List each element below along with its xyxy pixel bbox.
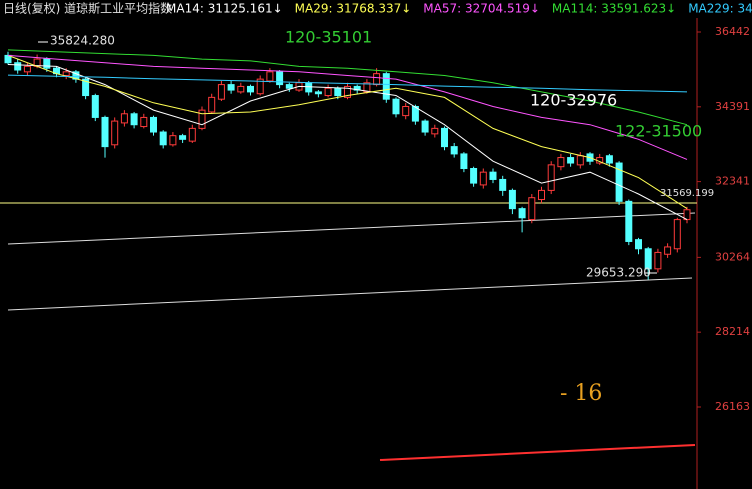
candle-body xyxy=(489,171,497,180)
candle-body xyxy=(130,113,138,126)
candle-body xyxy=(344,85,351,98)
candle-body xyxy=(276,71,284,86)
candle-body xyxy=(179,135,187,140)
candle-body xyxy=(673,219,681,250)
candle-body xyxy=(188,127,196,142)
ma-line xyxy=(7,54,688,160)
candle-body xyxy=(120,113,128,124)
y-tick-label: 28214 xyxy=(715,325,750,338)
current-label: 31569.199 xyxy=(660,188,714,199)
header-bar xyxy=(0,0,752,18)
y-tick-label: 26163 xyxy=(715,400,750,413)
candle-body xyxy=(441,127,448,148)
candle-body xyxy=(450,146,458,155)
candle-body xyxy=(237,85,245,93)
legend-entry: MA29: 31768.337↓ xyxy=(295,2,412,16)
candle-body xyxy=(625,200,633,242)
annotation: - 16 xyxy=(560,381,602,406)
candle-body xyxy=(159,131,167,146)
candle-body xyxy=(392,98,400,115)
candle-body xyxy=(208,96,216,113)
ma-line xyxy=(7,64,688,221)
drawn-line xyxy=(379,444,696,461)
candle-body xyxy=(421,120,429,133)
header-title: 日线(复权) 道琼斯工业平均指数 xyxy=(3,1,172,16)
candle-body xyxy=(62,71,70,76)
legend-entry: MA14: 31125.161↓ xyxy=(166,2,283,16)
candle-body xyxy=(508,189,516,210)
candle-body xyxy=(382,73,390,100)
candle-body xyxy=(324,87,332,97)
low-label: 29653.290 xyxy=(586,266,651,280)
candle-body xyxy=(285,84,293,89)
y-tick-label: 36442 xyxy=(715,25,750,38)
y-tick-label: 34391 xyxy=(715,100,750,113)
candle-body xyxy=(567,157,575,164)
candle-body xyxy=(227,84,235,91)
candle-body xyxy=(91,95,99,118)
candle-body xyxy=(460,153,468,170)
legend-entry: MA114: 33591.623↓ xyxy=(552,2,676,16)
plot xyxy=(4,49,691,280)
ma-line xyxy=(7,74,688,93)
candle-body xyxy=(140,116,148,128)
candle-body xyxy=(644,248,652,270)
candle-body xyxy=(547,164,555,191)
candle-body xyxy=(43,58,51,69)
candle-body xyxy=(615,162,623,202)
candle-body xyxy=(470,168,478,184)
candle-body xyxy=(363,82,371,93)
ma-line xyxy=(7,54,688,210)
candle-body xyxy=(528,197,536,221)
candle-body xyxy=(499,178,507,191)
candle-body xyxy=(217,84,225,100)
candle-body xyxy=(256,78,264,95)
candle-body xyxy=(14,62,22,71)
candle-body xyxy=(635,239,642,250)
trend-line xyxy=(7,277,693,311)
candle-body xyxy=(150,116,157,133)
candle-body xyxy=(411,105,419,122)
candle-body xyxy=(247,85,254,93)
legend-entry: MA57: 32704.519↓ xyxy=(423,2,540,16)
candle-body xyxy=(664,246,672,255)
candle-body xyxy=(82,78,90,97)
candle-body xyxy=(101,116,109,148)
annotation: 122-31500 xyxy=(615,122,702,141)
candle-body xyxy=(169,135,177,146)
candle-body xyxy=(538,189,545,201)
candle-body xyxy=(402,105,410,117)
legend-entry: MA229: 34479 xyxy=(688,2,752,16)
ma-line xyxy=(7,49,688,126)
candle-body xyxy=(373,73,381,86)
candle-body xyxy=(605,155,613,164)
candle-body xyxy=(431,127,439,135)
candle-body xyxy=(654,251,662,270)
candle-body xyxy=(198,109,206,129)
annotation: 120-32976 xyxy=(530,91,617,110)
candle-body xyxy=(23,65,31,73)
candle-body xyxy=(334,87,342,97)
y-tick-label: 30264 xyxy=(715,250,750,263)
candle-body xyxy=(266,71,274,82)
candle-body xyxy=(479,171,487,186)
legend: MA14: 31125.161↓ MA29: 31768.337↓ MA57: 32… xyxy=(166,2,752,16)
candle-body xyxy=(576,155,584,166)
candle-body xyxy=(518,208,526,219)
high-label: 35824.280 xyxy=(50,34,115,48)
trend-line xyxy=(7,212,696,245)
candle-body xyxy=(557,157,565,168)
y-tick-label: 32341 xyxy=(715,175,750,188)
annotation: 120-35101 xyxy=(285,28,372,47)
candle-body xyxy=(314,91,322,95)
candle-body xyxy=(111,120,119,146)
